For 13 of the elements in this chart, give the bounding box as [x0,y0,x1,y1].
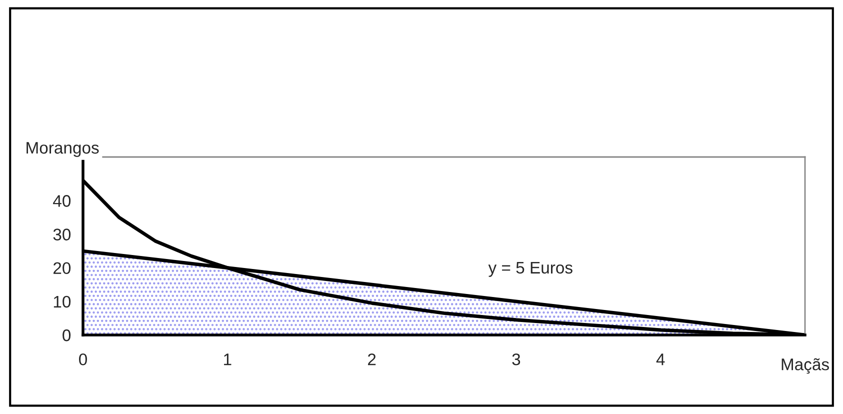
y-tick-label: 30 [53,228,71,240]
y-tick-label: 0 [62,329,71,342]
x-tick-label: 4 [656,354,665,366]
annotation: y = 5 Euros [488,262,572,277]
y-axis-title: Morangos [26,142,99,157]
x-tick-label: 1 [224,354,232,366]
y-tick-label: 20 [53,262,71,274]
x-tick-label: 0 [79,353,87,366]
x-tick-label: 3 [512,353,520,366]
x-tick-label: 2 [368,353,376,366]
y-tick-label: 10 [54,296,71,308]
x-axis-title: Maçãs [782,358,829,374]
y-tick-label: 40 [53,195,71,207]
